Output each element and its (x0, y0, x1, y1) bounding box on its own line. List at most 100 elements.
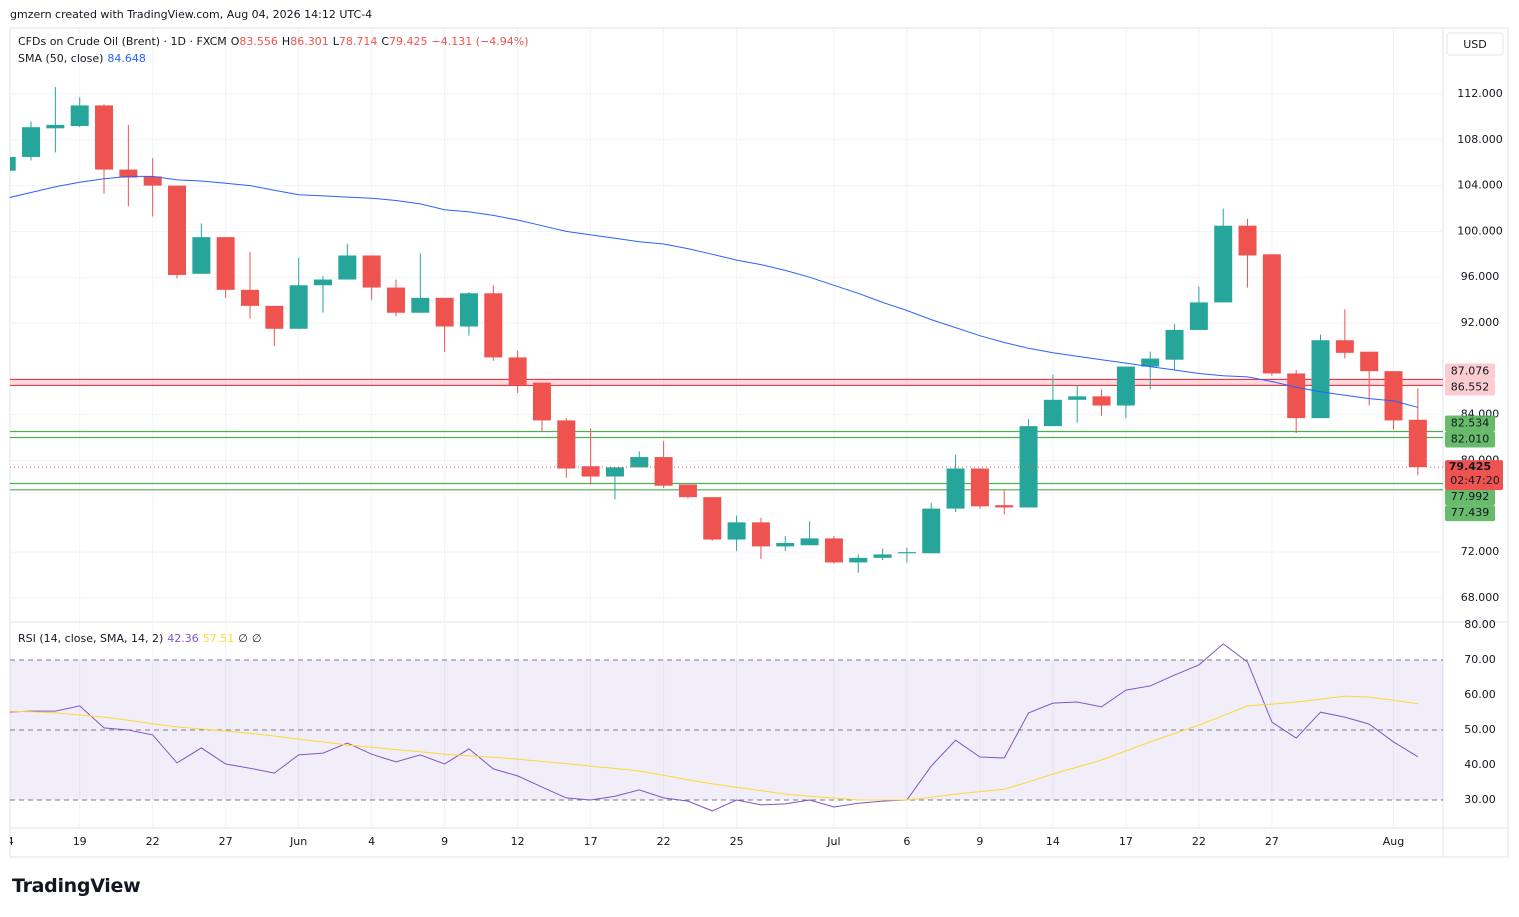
y-tick-label: 50.00 (1464, 723, 1496, 736)
ohlc-value: 86.301 (290, 35, 329, 48)
candle-body (1165, 329, 1184, 360)
x-tick-label: 22 (146, 835, 160, 848)
candle-body (192, 237, 211, 274)
x-tick-label: 25 (730, 835, 744, 848)
level-zone (10, 379, 1443, 386)
y-tick-label: 70.00 (1464, 653, 1496, 666)
price-label-box (1445, 460, 1503, 491)
x-tick-label: 14 (0, 835, 14, 848)
x-tick-label: 19 (73, 835, 87, 848)
rsi-legend: RSI (14, close, SMA, 14, 2) 42.36 57.51 ∅ ∅ (18, 632, 265, 645)
y-tick-label: 96.000 (1461, 270, 1500, 283)
ohlc-value: 79.425 (389, 35, 428, 48)
level-label-box (1445, 363, 1495, 380)
candle-body (946, 468, 965, 509)
candle-body (703, 497, 722, 540)
candle-body (1360, 351, 1379, 372)
y-tick-label: 72.000 (1461, 545, 1500, 558)
x-labels: 14 19 22 27 Jun 4 9 12 17 22 25 Jul 6 9 14 17 22 27 Aug (0, 835, 1404, 848)
candle-body (1189, 302, 1208, 330)
candle-body (897, 552, 916, 554)
candle-body (1287, 373, 1306, 419)
level-label-box (1445, 415, 1495, 432)
candle-body (1384, 371, 1403, 421)
x-tick-label: 22 (1192, 835, 1206, 848)
level-label-box (1445, 505, 1495, 522)
y-tick-label: 100.000 (1457, 224, 1503, 237)
ohlc-label: L (332, 35, 339, 48)
candle-body (605, 467, 624, 477)
candle-body (313, 279, 332, 286)
x-tick-label: Aug (1383, 835, 1404, 848)
rsi-line (10, 695, 1418, 801)
rsi-line (10, 643, 1419, 812)
x-tick-label: 17 (584, 835, 598, 848)
candle-body (411, 297, 430, 313)
candle-body (630, 457, 649, 468)
indicator-flag: ∅ (238, 632, 248, 645)
y-tick-label: 80.00 (1464, 618, 1496, 631)
sma-line (10, 175, 1418, 408)
x-tick-label: 27 (219, 835, 233, 848)
candle-body (1092, 396, 1111, 406)
logo[interactable]: TradingView (12, 875, 141, 897)
y-tick-label: 104.000 (1457, 179, 1503, 192)
indicator-value: 42.36 (167, 632, 199, 645)
currency: USD (1463, 38, 1487, 51)
ohlc-label: O (230, 35, 240, 48)
countdown: 02:47:20 (1450, 474, 1499, 487)
candle-body (119, 169, 138, 178)
ohlc-label: H (281, 35, 291, 48)
x-grid (79, 622, 1395, 828)
candle-body (776, 542, 795, 547)
level-label-box (1445, 431, 1495, 448)
candle-body (362, 255, 381, 288)
indicator-value: 84.648 (107, 52, 146, 65)
candle-body (970, 468, 989, 507)
candle-body (1068, 396, 1087, 400)
level-label-box (1445, 489, 1495, 506)
candle-body (1335, 340, 1354, 353)
candle-body (216, 237, 235, 290)
level-label: 82.010 (1451, 432, 1490, 445)
sma-legend: SMA (50, close) 84.648 (18, 52, 150, 65)
candle-body (459, 293, 478, 327)
candle-body (435, 297, 454, 327)
candle-body (289, 285, 308, 329)
y-tick-label: 60.00 (1464, 688, 1496, 701)
candle-body (10, 156, 16, 171)
candle-body (386, 287, 405, 313)
y-tick-label: 68.000 (1461, 591, 1500, 604)
level-label-box (1445, 379, 1495, 396)
symbol: CFDs on Crude Oil (Brent) · 1D · FXCM (18, 35, 227, 48)
header: gmzern created with TradingView.com, Aug… (10, 8, 373, 21)
indicator-name: SMA (50, close) (18, 52, 104, 65)
y-tick-label: 30.00 (1464, 793, 1496, 806)
candle-body (557, 420, 576, 469)
candle-body (95, 105, 114, 170)
candle-body (168, 185, 187, 275)
ohlc-value: 78.714 (338, 35, 378, 48)
candle-body (70, 105, 89, 127)
candle-body (46, 124, 65, 129)
ohlc-label: C (381, 35, 390, 48)
candle-body (1311, 340, 1330, 419)
candle-body (265, 305, 284, 329)
x-tick-label: 9 (441, 835, 448, 848)
price-legend: CFDs on Crude Oil (Brent) · 1D · FXCM O83… (18, 35, 532, 48)
candle-body (508, 357, 527, 385)
x-tick-label: 27 (1265, 835, 1279, 848)
x-tick-label: 4 (368, 835, 375, 848)
candle-body (1019, 426, 1038, 508)
y-tick-label: 92.000 (1461, 316, 1500, 329)
plot (10, 87, 1443, 573)
x-tick-label: 14 (1046, 835, 1060, 848)
x-grid (79, 28, 1395, 622)
candle-body (1408, 419, 1427, 468)
candle-body (1141, 358, 1160, 367)
candle-body (995, 505, 1014, 508)
candle-body (1238, 225, 1257, 256)
candle-body (1043, 399, 1062, 427)
candle-body (654, 457, 673, 486)
frame (9, 27, 1509, 858)
